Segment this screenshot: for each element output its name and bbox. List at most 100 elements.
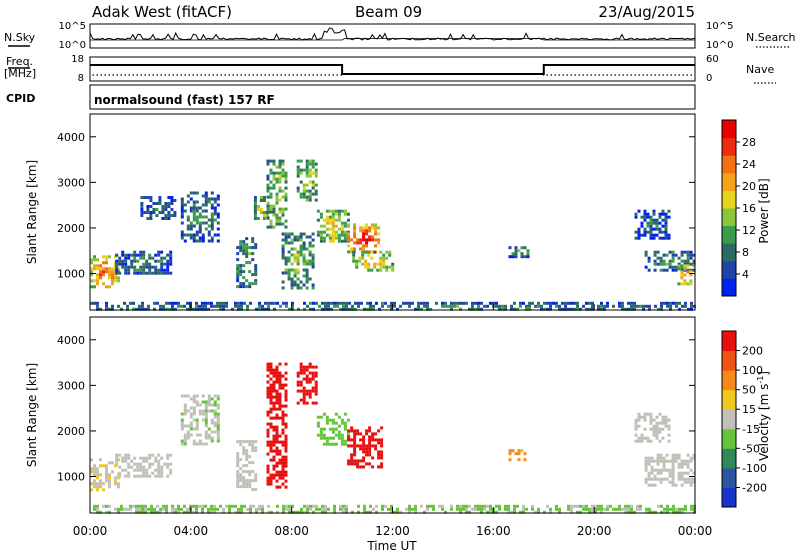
velocity-cell [650, 459, 654, 463]
velocity-cell [108, 482, 111, 486]
velocity-cell [671, 453, 675, 457]
power-cell [149, 217, 153, 220]
power-cell [302, 283, 306, 287]
power-cell [391, 265, 395, 269]
power-cell [690, 304, 693, 308]
velocity-cell [627, 507, 630, 511]
velocity-cell [683, 459, 687, 463]
power-cell [124, 256, 128, 260]
power-cell [141, 301, 144, 305]
power-cell [471, 304, 474, 308]
power-cell [240, 304, 243, 308]
velocity-cell [369, 510, 372, 514]
velocity-cell [281, 464, 285, 468]
velocity-cell [594, 507, 597, 511]
velocity-cell [627, 510, 630, 514]
power-cell [237, 307, 240, 311]
velocity-cell [324, 510, 327, 514]
power-cell [351, 304, 354, 308]
velocity-cell [266, 368, 270, 372]
velocity-cell [275, 413, 279, 417]
velocity-cell [450, 504, 453, 508]
velocity-cell [117, 507, 120, 511]
velocity-cell [195, 418, 199, 422]
velocity-cell [365, 432, 369, 436]
velocity-cell [284, 434, 288, 438]
velocity-cell [668, 468, 672, 472]
power-cell [284, 174, 288, 178]
velocity-cell [120, 504, 123, 508]
velocity-cell [213, 412, 217, 416]
velocity-cell [266, 386, 270, 390]
colorbar-segment [722, 448, 736, 469]
velocity-cell [380, 456, 384, 460]
power-cell [363, 307, 366, 311]
velocity-cell [285, 504, 288, 508]
power-cell [242, 282, 246, 286]
power-cell [180, 304, 183, 308]
velocity-cell [319, 430, 323, 434]
power-cell [90, 285, 93, 289]
velocity-cell [236, 485, 240, 489]
velocity-cell [387, 507, 390, 511]
power-colorbar-tick: 4 [742, 268, 749, 281]
velocity-cell [308, 395, 312, 399]
velocity-cell [272, 458, 276, 462]
velocity-cell [278, 380, 282, 384]
power-cell [201, 194, 205, 198]
power-cell [359, 241, 363, 245]
power-cell [368, 238, 372, 242]
power-cell [167, 211, 171, 214]
power-cell [355, 259, 359, 263]
power-cell [519, 301, 522, 305]
power-cell [239, 285, 243, 289]
power-cell [126, 307, 129, 311]
velocity-cell [275, 392, 279, 396]
power-cell [157, 253, 161, 257]
velocity-cell [272, 368, 276, 372]
power-cell [285, 304, 288, 308]
power-cell [278, 207, 282, 211]
power-cell [213, 209, 217, 213]
velocity-cell [343, 442, 347, 446]
velocity-cell [108, 485, 111, 489]
power-cell [517, 249, 521, 253]
power-cell [189, 224, 193, 228]
velocity-cell [356, 432, 360, 436]
velocity-cell [118, 474, 122, 478]
velocity-cell [275, 461, 279, 465]
power-cell [647, 259, 651, 263]
velocity-cell [284, 404, 288, 408]
power-cell [660, 304, 663, 308]
velocity-cell [278, 398, 282, 402]
velocity-cell [639, 504, 642, 508]
velocity-cell [236, 455, 240, 459]
power-cell [93, 255, 96, 259]
power-cell [96, 307, 99, 311]
power-cell [520, 255, 524, 259]
velocity-cell [511, 449, 515, 453]
power-cell [314, 171, 318, 175]
power-cell [136, 268, 140, 272]
power-cell [278, 216, 282, 220]
power-cell [683, 279, 687, 283]
power-cell [284, 235, 288, 239]
power-cell [663, 301, 666, 305]
power-cell [139, 256, 143, 260]
power-cell [166, 262, 170, 266]
velocity-cell [468, 510, 471, 514]
velocity-cell [656, 477, 660, 481]
velocity-cell [166, 474, 170, 478]
power-cell [99, 270, 102, 274]
velocity-cell [347, 429, 351, 433]
velocity-cell [207, 397, 211, 401]
power-cell [367, 268, 371, 272]
power-cell [636, 304, 639, 308]
power-cell [93, 285, 96, 289]
power-cell [149, 196, 153, 199]
power-cell [242, 249, 246, 253]
velocity-cell [266, 413, 270, 417]
velocity-cell [523, 452, 527, 456]
colorbar-segment [722, 208, 736, 227]
power-cell [579, 307, 582, 311]
